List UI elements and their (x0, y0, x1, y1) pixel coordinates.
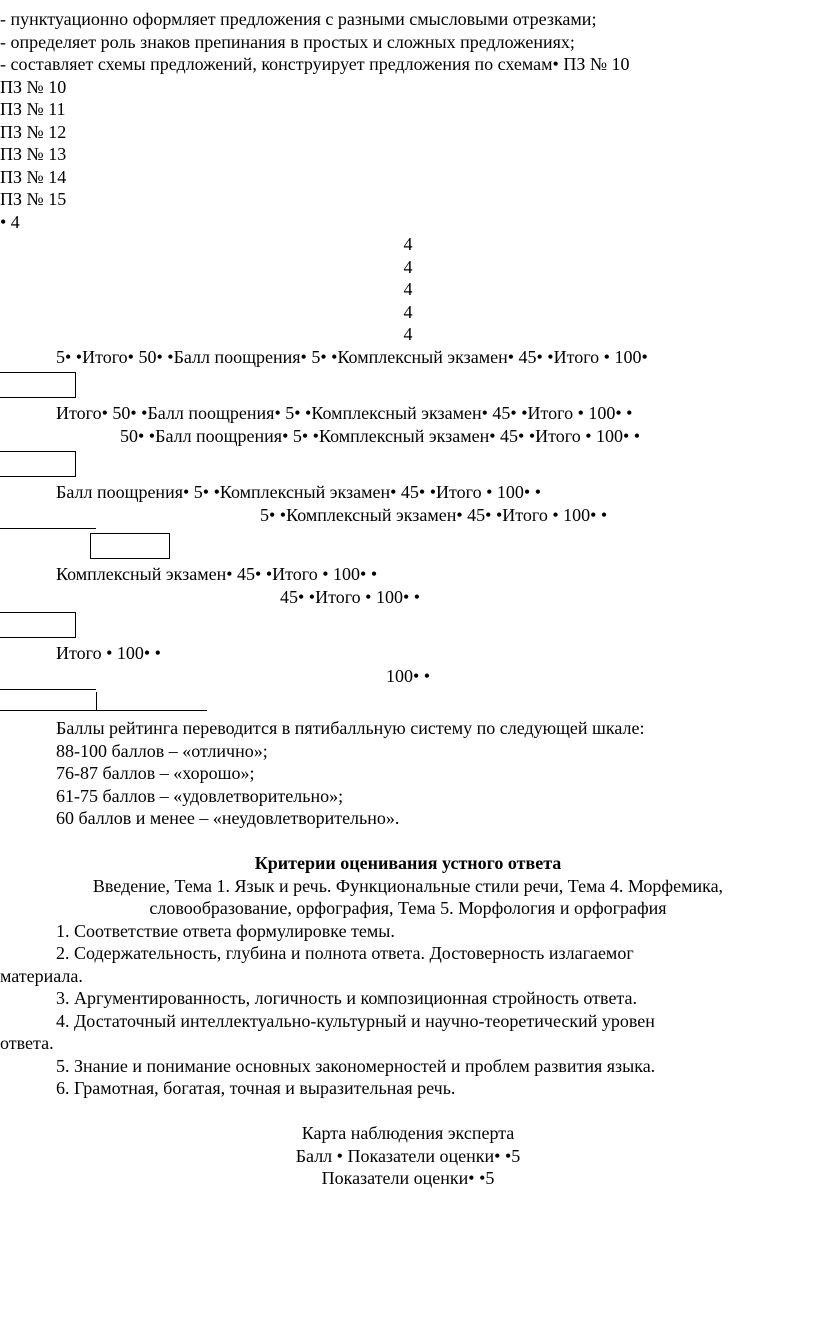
criteria-item: 3. Аргументированность, логичность и ком… (0, 987, 816, 1010)
criteria-intro: Введение, Тема 1. Язык и речь. Функциона… (0, 875, 816, 898)
pz-item: ПЗ № 11 (0, 98, 816, 121)
card-line: Показатели оценки• •5 (0, 1167, 816, 1190)
summary-line: 5• •Итого• 50• •Балл поощрения• 5• •Комп… (0, 346, 816, 369)
bullet-line: - пунктуационно оформляет предложения с … (0, 8, 816, 31)
summary-line: Итого • 100• • (0, 642, 816, 665)
pz-item: ПЗ № 14 (0, 166, 816, 189)
dot-four: • 4 (0, 211, 816, 234)
rating-scale-item: 61-75 баллов – «удовлетворительно»; (0, 785, 816, 808)
rule (0, 689, 96, 690)
four-value: 4 (0, 278, 816, 301)
criteria-item: 4. Достаточный интеллектуально-культурны… (0, 1010, 816, 1033)
criteria-title: Критерии оценивания устного ответа (0, 852, 816, 875)
rating-scale-item: 88-100 баллов – «отлично»; (0, 740, 816, 763)
criteria-item: 1. Соответствие ответа формулировке темы… (0, 920, 816, 943)
pz-item: ПЗ № 15 (0, 188, 816, 211)
bullet-line: - составляет схемы предложений, конструи… (0, 53, 816, 76)
criteria-hang: ответа. (0, 1032, 816, 1055)
summary-line: 45• •Итого • 100• • (0, 586, 816, 609)
four-value: 4 (0, 256, 816, 279)
split-rule (0, 692, 816, 711)
card-title: Карта наблюдения эксперта (0, 1122, 816, 1145)
summary-line: Балл поощрения• 5• •Комплексный экзамен•… (0, 481, 816, 504)
four-value: 4 (0, 233, 816, 256)
pz-item: ПЗ № 12 (0, 121, 816, 144)
summary-line: Итого• 50• •Балл поощрения• 5• •Комплекс… (0, 402, 816, 425)
criteria-hang: материала. (0, 965, 816, 988)
bullet-line: - определяет роль знаков препинания в пр… (0, 31, 816, 54)
rule (0, 528, 96, 529)
criteria-item: 5. Знание и понимание основных закономер… (0, 1055, 816, 1078)
summary-line: 5• •Комплексный экзамен• 45• •Итого • 10… (0, 504, 816, 527)
empty-box (0, 612, 76, 638)
criteria-intro: словообразование, орфография, Тема 5. Мо… (0, 897, 816, 920)
pz-item: ПЗ № 13 (0, 143, 816, 166)
summary-line: 50• •Балл поощрения• 5• •Комплексный экз… (0, 425, 816, 448)
four-value: 4 (0, 323, 816, 346)
summary-line: 100• • (0, 665, 816, 688)
summary-line: Комплексный экзамен• 45• •Итого • 100• • (0, 563, 816, 586)
criteria-item: 6. Грамотная, богатая, точная и выразите… (0, 1077, 816, 1100)
empty-box (90, 533, 170, 559)
pz-item: ПЗ № 10 (0, 76, 816, 99)
empty-box (0, 372, 76, 398)
four-value: 4 (0, 301, 816, 324)
rating-scale-item: 60 баллов и менее – «неудовлетворительно… (0, 807, 816, 830)
empty-box (0, 451, 76, 477)
criteria-item: 2. Содержательность, глубина и полнота о… (0, 942, 816, 965)
rating-intro: Баллы рейтинга переводится в пятибалльну… (0, 717, 816, 740)
rating-scale-item: 76-87 баллов – «хорошо»; (0, 762, 816, 785)
card-line: Балл • Показатели оценки• •5 (0, 1145, 816, 1168)
